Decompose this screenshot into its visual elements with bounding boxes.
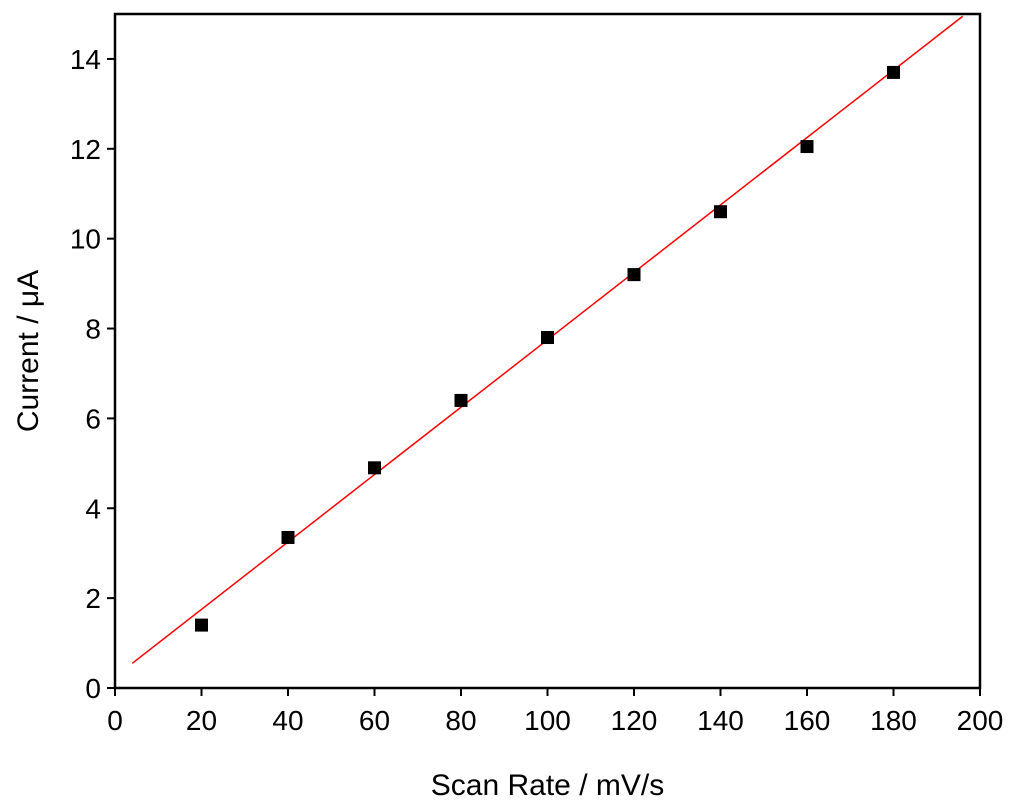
data-point xyxy=(800,140,814,154)
y-tick-label: 4 xyxy=(85,493,101,524)
x-tick-label: 80 xyxy=(445,705,476,736)
data-point xyxy=(627,268,641,282)
data-point xyxy=(454,393,468,407)
x-tick-label: 200 xyxy=(957,705,1004,736)
y-tick-label: 2 xyxy=(85,583,101,614)
y-tick-label: 6 xyxy=(85,403,101,434)
x-tick-label: 160 xyxy=(784,705,831,736)
x-tick-label: 120 xyxy=(611,705,658,736)
y-axis: 0 2 4 6 8 10 12 14 xyxy=(70,44,115,704)
x-axis: 0 20 40 60 80 100 120 140 160 180 200 xyxy=(107,688,1003,736)
x-tick-label: 60 xyxy=(359,705,390,736)
y-tick-label: 12 xyxy=(70,134,101,165)
y-tick-label: 14 xyxy=(70,44,101,75)
data-point xyxy=(195,618,208,632)
data-point xyxy=(281,530,295,544)
data-point xyxy=(541,331,554,345)
x-tick-label: 20 xyxy=(186,705,217,736)
y-tick-label: 10 xyxy=(70,224,101,255)
plot-frame xyxy=(113,12,982,690)
y-tick-label: 8 xyxy=(85,314,101,345)
x-tick-label: 100 xyxy=(524,705,571,736)
data-points-layer xyxy=(195,65,900,632)
x-tick-label: 40 xyxy=(272,705,303,736)
y-axis-title: Current / μA xyxy=(12,270,45,432)
x-tick-label: 140 xyxy=(697,705,744,736)
x-axis-title: Scan Rate / mV/s xyxy=(431,769,664,802)
x-tick-label: 0 xyxy=(107,705,123,736)
data-point xyxy=(368,461,381,475)
data-point xyxy=(887,65,900,79)
x-tick-label: 180 xyxy=(870,705,917,736)
y-tick-label: 0 xyxy=(85,673,101,704)
data-point xyxy=(714,205,727,219)
